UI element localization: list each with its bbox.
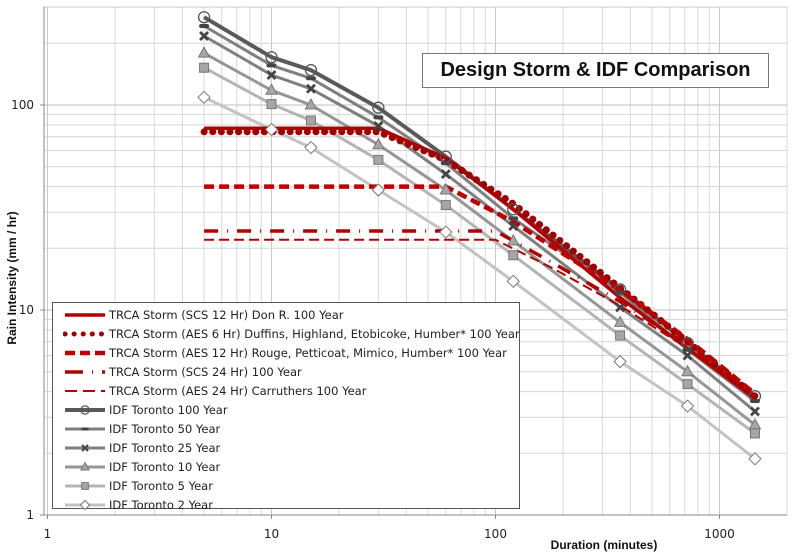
legend-item: TRCA Storm (AES 6 Hr) Duffins, Highland,…: [53, 324, 520, 343]
x-tick-label: 1: [44, 527, 52, 541]
legend-item: IDF Toronto 2 Year: [53, 495, 519, 514]
y-tick-label: 100: [11, 98, 34, 112]
legend-label: IDF Toronto 25 Year: [109, 440, 221, 455]
chart-title: Design Storm & IDF Comparison: [422, 53, 769, 88]
legend-label: TRCA Storm (SCS 24 Hr) 100 Year: [109, 364, 302, 379]
legend-item: TRCA Storm (AES 24 Hr) Carruthers 100 Ye…: [53, 381, 519, 400]
legend: TRCA Storm (SCS 12 Hr) Don R. 100 Year T…: [52, 302, 520, 512]
legend-label: IDF Toronto 50 Year: [109, 421, 221, 436]
legend-swatch-solid-red: [65, 312, 105, 317]
y-axis-title: Rain Intensity (mm / hr): [5, 211, 19, 344]
y-tick-label: 1: [26, 508, 34, 522]
legend-swatch-circle-icon: [65, 404, 105, 415]
legend-item: IDF Toronto 100 Year: [53, 400, 519, 419]
y-tick-label: 10: [19, 303, 34, 317]
series-line: [204, 238, 756, 400]
legend-label: IDF Toronto 100 Year: [109, 402, 228, 417]
legend-label: TRCA Storm (AES 24 Hr) Carruthers 100 Ye…: [109, 383, 367, 398]
legend-label: TRCA Storm (SCS 12 Hr) Don R. 100 Year: [109, 307, 344, 322]
legend-label: IDF Toronto 10 Year: [109, 459, 221, 474]
legend-swatch-dashed-red: [65, 350, 105, 355]
x-tick-label: 100: [484, 527, 507, 541]
legend-swatch-triangle-icon: [65, 460, 105, 470]
x-tick-label: 1000: [704, 527, 735, 541]
legend-swatch-dash-icon: [65, 427, 105, 430]
series-lines: [200, 15, 759, 460]
legend-swatch-dotted-red: [63, 331, 107, 336]
legend-label: IDF Toronto 5 Year: [109, 478, 213, 493]
legend-item: TRCA Storm (SCS 24 Hr) 100 Year: [53, 362, 519, 381]
legend-item: IDF Toronto 10 Year: [53, 457, 519, 476]
series-markers: [197, 11, 762, 466]
legend-item: IDF Toronto 25 Year: [53, 438, 519, 457]
legend-label: IDF Toronto 2 Year: [109, 497, 213, 512]
x-axis-title: Duration (minutes): [551, 538, 658, 552]
x-tick-label: 10: [264, 527, 279, 541]
legend-item: IDF Toronto 50 Year: [53, 419, 519, 438]
legend-swatch-x-icon: [65, 443, 105, 452]
legend-item: TRCA Storm (AES 12 Hr) Rouge, Petticoat,…: [53, 343, 519, 362]
legend-item: IDF Toronto 5 Year: [53, 476, 519, 495]
legend-swatch-dashdot-red: [65, 369, 105, 374]
legend-swatch-square-icon: [65, 481, 105, 490]
legend-label: TRCA Storm (AES 6 Hr) Duffins, Highland,…: [109, 326, 520, 341]
series-line: [204, 184, 757, 396]
legend-swatch-longdash-red: [65, 389, 105, 392]
legend-item: TRCA Storm (SCS 12 Hr) Don R. 100 Year: [53, 305, 519, 324]
legend-label: TRCA Storm (AES 12 Hr) Rouge, Petticoat,…: [109, 345, 507, 360]
legend-swatch-diamond-icon: [65, 499, 105, 510]
axes: 1 10 100 1000 1 10 100: [11, 7, 787, 541]
